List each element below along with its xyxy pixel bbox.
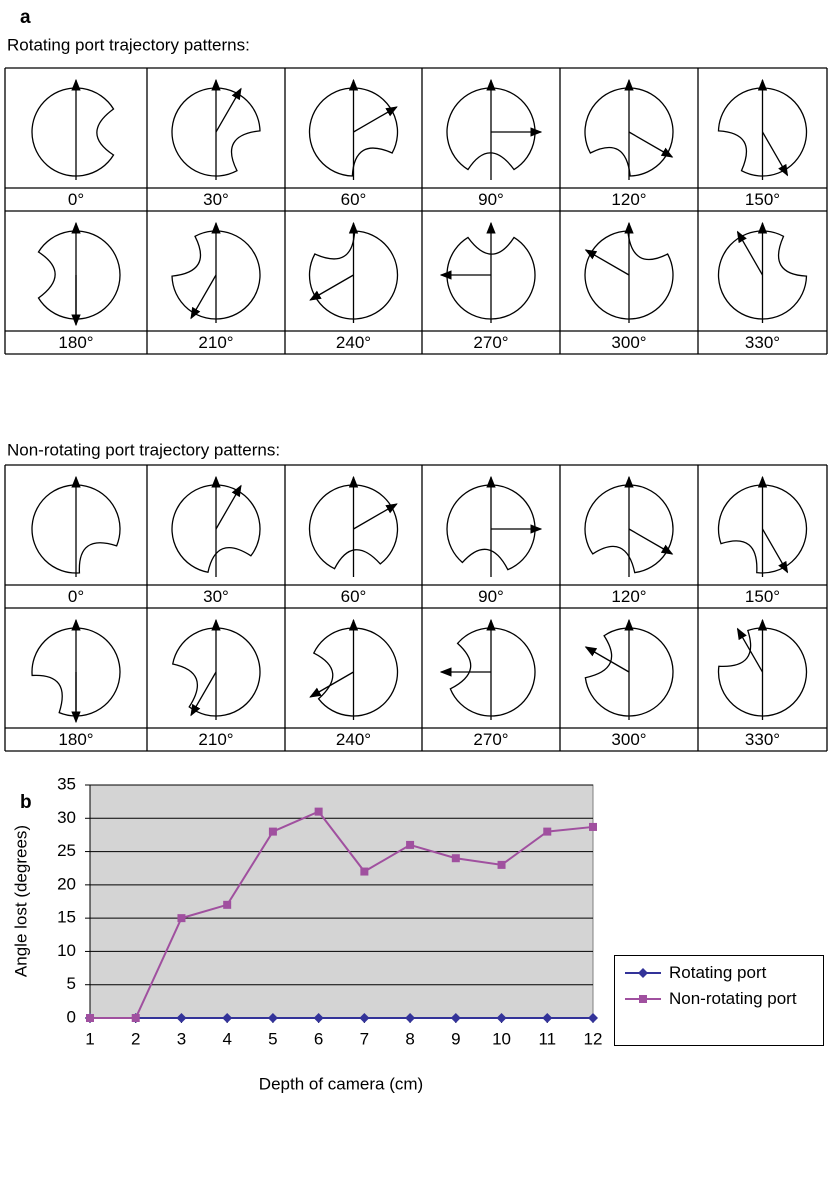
angle-label: 30°: [203, 587, 229, 606]
angle-label: 300°: [611, 730, 646, 749]
angle-label: 90°: [478, 587, 504, 606]
trajectory-outline: [314, 628, 398, 716]
angle-label: 150°: [745, 190, 780, 209]
angle-label: 330°: [745, 730, 780, 749]
y-tick-label: 30: [57, 808, 76, 827]
panel-label: a: [20, 7, 31, 28]
angle-label: 0°: [68, 587, 84, 606]
marker: [360, 868, 368, 876]
angle-label: 180°: [58, 730, 93, 749]
panel-label: b: [20, 792, 32, 813]
legend: Rotating port Non-rotating port: [614, 955, 824, 1046]
angle-label: 180°: [58, 333, 93, 352]
marker: [269, 828, 277, 836]
angle-label: 210°: [198, 333, 233, 352]
plot-area: [90, 785, 593, 1018]
legend-label: Rotating port: [669, 962, 799, 984]
marker: [86, 1014, 94, 1022]
x-tick-label: 3: [177, 1029, 186, 1048]
y-tick-label: 35: [57, 774, 76, 793]
legend-swatch: [623, 964, 663, 982]
marker: [406, 841, 414, 849]
marker: [132, 1014, 140, 1022]
direction-arrow: [191, 275, 216, 318]
y-tick-label: 5: [67, 974, 76, 993]
marker: [315, 808, 323, 816]
angle-label: 90°: [478, 190, 504, 209]
direction-arrow: [629, 132, 672, 157]
marker: [543, 828, 551, 836]
legend-entry: Non-rotating port: [623, 988, 815, 1010]
direction-arrow: [763, 529, 788, 572]
trajectory-outline: [32, 88, 114, 176]
x-tick-label: 10: [492, 1029, 511, 1048]
y-tick-label: 15: [57, 908, 76, 927]
table-title: Rotating port trajectory patterns:: [7, 35, 250, 54]
direction-arrow: [216, 89, 241, 132]
direction-arrow: [191, 672, 216, 715]
y-tick-label: 25: [57, 841, 76, 860]
angle-label: 270°: [473, 730, 508, 749]
angle-label: 60°: [341, 587, 367, 606]
angle-label: 60°: [341, 190, 367, 209]
table-title: Non-rotating port trajectory patterns:: [7, 440, 280, 459]
x-axis-title: Depth of camera (cm): [259, 1074, 423, 1093]
x-tick-label: 9: [451, 1029, 460, 1048]
legend-swatch: [623, 990, 663, 1008]
angle-label: 150°: [745, 587, 780, 606]
x-tick-label: 1: [85, 1029, 94, 1048]
page: a b Depth of camera (cm) Angle lost (deg…: [0, 0, 828, 1179]
direction-arrow: [586, 250, 629, 275]
trajectory-outline: [38, 231, 120, 319]
angle-label: 0°: [68, 190, 84, 209]
x-tick-label: 5: [268, 1029, 277, 1048]
direction-arrow: [354, 504, 397, 529]
angle-label: 30°: [203, 190, 229, 209]
marker: [498, 861, 506, 869]
direction-arrow: [738, 232, 763, 275]
direction-arrow: [310, 672, 353, 697]
direction-arrow: [738, 629, 763, 672]
angle-label: 240°: [336, 333, 371, 352]
marker: [452, 854, 460, 862]
angle-label: 300°: [611, 333, 646, 352]
angle-label: 120°: [611, 190, 646, 209]
x-tick-label: 7: [360, 1029, 369, 1048]
marker: [638, 968, 648, 978]
marker: [589, 823, 597, 831]
x-tick-label: 12: [584, 1029, 603, 1048]
angle-label: 120°: [611, 587, 646, 606]
x-tick-label: 11: [538, 1029, 556, 1048]
direction-arrow: [629, 529, 672, 554]
angle-label: 270°: [473, 333, 508, 352]
y-tick-label: 0: [67, 1007, 76, 1026]
legend-entry: Rotating port: [623, 962, 815, 984]
direction-arrow: [310, 275, 353, 300]
x-tick-label: 6: [314, 1029, 323, 1048]
angle-label: 210°: [198, 730, 233, 749]
marker: [639, 995, 647, 1003]
y-tick-label: 10: [57, 941, 76, 960]
x-tick-label: 4: [222, 1029, 231, 1048]
angle-label: 330°: [745, 333, 780, 352]
y-axis-title: Angle lost (degrees): [11, 825, 30, 977]
direction-arrow: [763, 132, 788, 175]
x-tick-label: 8: [405, 1029, 414, 1048]
direction-arrow: [354, 107, 397, 132]
marker: [177, 914, 185, 922]
y-tick-label: 20: [57, 874, 76, 893]
legend-label: Non-rotating port: [669, 988, 799, 1010]
x-tick-label: 2: [131, 1029, 140, 1048]
direction-arrow: [216, 486, 241, 529]
angle-label: 240°: [336, 730, 371, 749]
marker: [223, 901, 231, 909]
